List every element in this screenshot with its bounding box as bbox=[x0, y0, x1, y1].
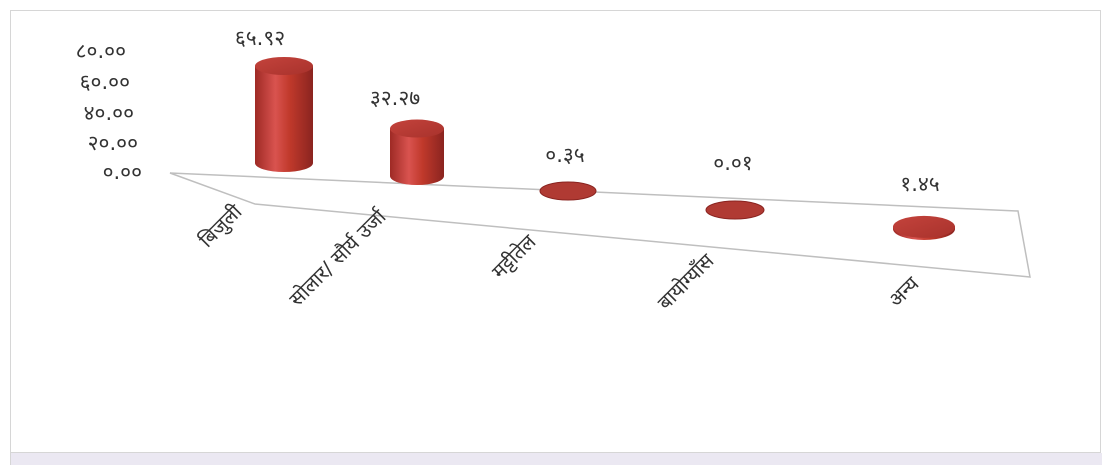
bar-top bbox=[390, 119, 444, 138]
y-axis: ०.०० २०.०० ४०.०० ६०.०० ८०.०० bbox=[76, 39, 142, 184]
bar-cylinder bbox=[390, 119, 444, 185]
floor-plane bbox=[169, 172, 1031, 278]
bar-body bbox=[255, 66, 313, 172]
data-label: १.४५ bbox=[900, 172, 939, 196]
bar-top bbox=[255, 57, 313, 75]
footer-band bbox=[10, 453, 1102, 465]
bar-top bbox=[893, 215, 955, 238]
data-label: ६५.९२ bbox=[235, 26, 285, 50]
y-tick-label: ०.०० bbox=[103, 160, 142, 184]
bar-disc bbox=[705, 200, 765, 220]
bar-cylinder bbox=[255, 57, 313, 172]
data-labels: ६५.९२ ३२.२७ ०.३५ ०.०१ १.४५ bbox=[235, 26, 940, 196]
bar-cylinder bbox=[893, 215, 955, 240]
bars bbox=[255, 57, 955, 240]
y-tick-label: २०.०० bbox=[88, 131, 138, 155]
x-tick-label: सोलार/ सौर्य उर्जा bbox=[284, 204, 391, 311]
bar-cylinder bbox=[705, 200, 765, 220]
x-tick-label: मट्टीतेल bbox=[487, 229, 541, 283]
y-tick-label: ४०.०० bbox=[84, 101, 134, 125]
x-tick-label: बायोग्याँस bbox=[653, 248, 719, 314]
data-label: ०.०१ bbox=[713, 151, 752, 175]
bar-disc bbox=[539, 181, 597, 201]
bar-body bbox=[390, 128, 444, 185]
y-tick-label: ८०.०० bbox=[76, 39, 126, 63]
x-tick-label: अन्य bbox=[883, 271, 923, 311]
data-label: ०.३५ bbox=[545, 143, 584, 167]
data-label: ३२.२७ bbox=[370, 86, 420, 110]
y-tick-label: ६०.०० bbox=[80, 70, 130, 94]
x-tick-label: बिजुली bbox=[194, 199, 248, 253]
bar-cylinder bbox=[539, 181, 597, 201]
